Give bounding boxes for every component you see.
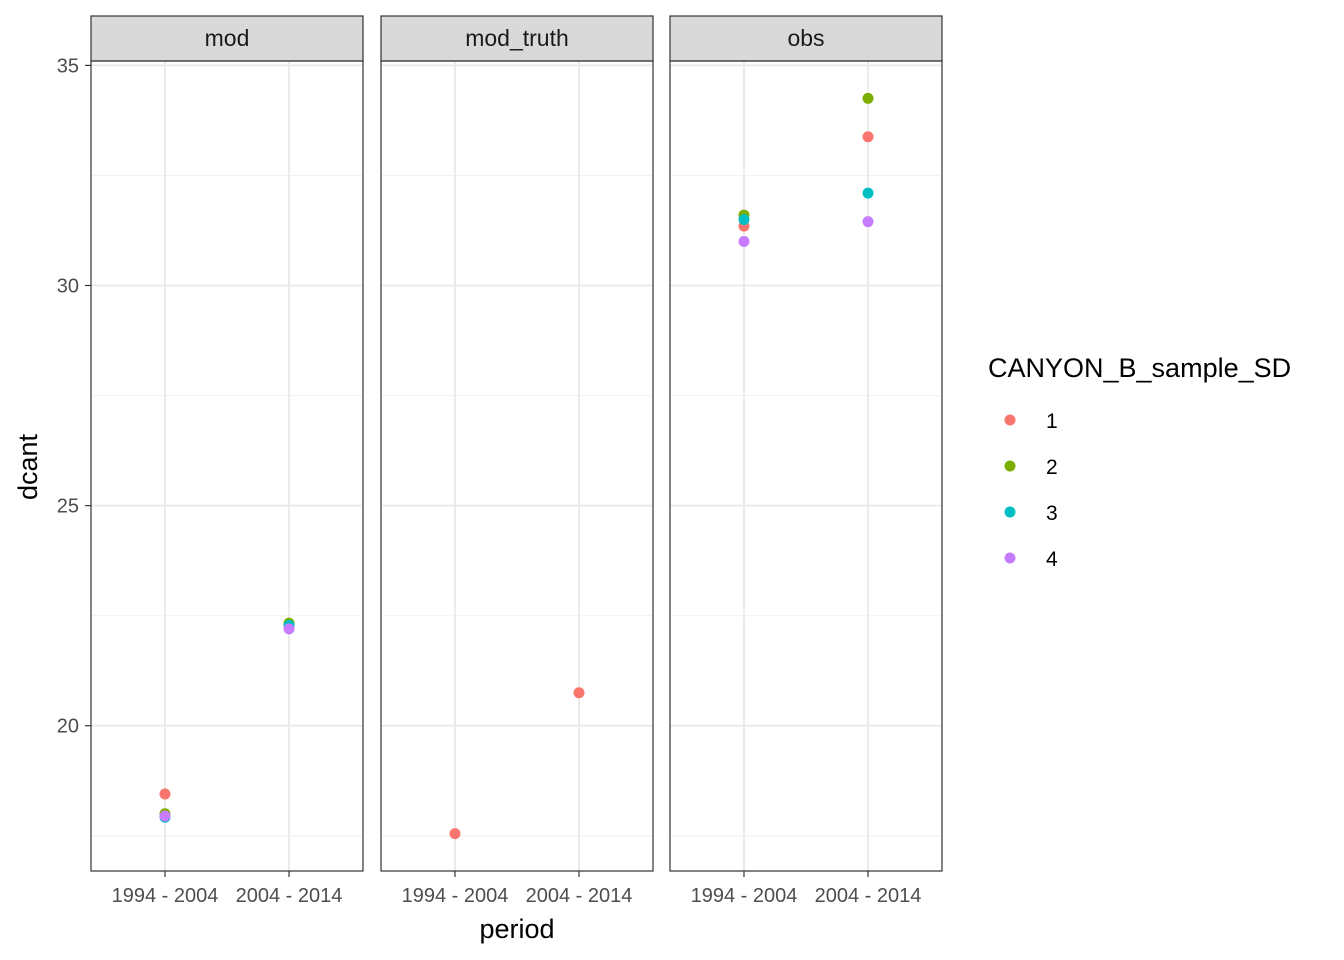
data-point-series-1	[573, 687, 585, 699]
panel-background	[91, 61, 363, 871]
x-tick-label: 1994 - 2004	[691, 885, 798, 907]
legend-label-2: 2	[1046, 456, 1058, 479]
y-axis-title: dcant	[13, 433, 43, 500]
legend-key-2	[1004, 460, 1016, 472]
facet-strip-label: mod	[205, 25, 250, 51]
x-axis-title: period	[479, 914, 554, 944]
legend-label-1: 1	[1046, 410, 1058, 433]
y-tick-label: 35	[57, 55, 79, 77]
y-tick-label: 25	[57, 496, 79, 518]
data-point-series-3	[862, 187, 874, 199]
legend-label-3: 3	[1046, 502, 1058, 525]
x-tick-label: 2004 - 2014	[526, 885, 633, 907]
legend: CANYON_B_sample_SD 1 2 3 4	[988, 353, 1291, 571]
y-tick-label: 30	[57, 276, 79, 298]
data-point-series-4	[159, 810, 171, 822]
panel-background	[381, 61, 653, 871]
data-point-series-1	[159, 788, 171, 800]
panel-border	[90, 60, 364, 872]
facet-strip	[90, 15, 364, 62]
legend-key-4	[1004, 552, 1016, 564]
facet-strip-label: mod_truth	[465, 25, 569, 51]
x-tick-label: 1994 - 2004	[402, 885, 509, 907]
x-tick-label: 1994 - 2004	[112, 885, 219, 907]
data-point-series-3	[738, 213, 750, 225]
facet-strip-label: obs	[787, 25, 824, 51]
data-point-series-1	[449, 828, 461, 840]
legend-key-3	[1004, 506, 1016, 518]
facet-strip	[669, 15, 943, 62]
data-point-series-4	[738, 235, 750, 247]
data-point-series-4	[862, 216, 874, 228]
data-point-series-1	[862, 131, 874, 143]
data-point-series-4	[283, 623, 295, 635]
panel-border	[380, 60, 654, 872]
y-axis: 20 25 30 35	[57, 55, 91, 738]
facet-panels: mod 1994 - 2004 2004 - 2014 mod_truth 1994 -…	[90, 15, 943, 907]
facet-strip	[380, 15, 654, 62]
data-point-series-2	[862, 92, 874, 104]
legend-label-4: 4	[1046, 548, 1058, 571]
facet-panel-obs: obs 1994 - 2004 2004 - 2014	[669, 15, 943, 907]
x-tick-label: 2004 - 2014	[815, 885, 922, 907]
panel-border	[669, 60, 943, 872]
legend-key-1	[1004, 414, 1016, 426]
x-tick-label: 2004 - 2014	[236, 885, 343, 907]
panel-background	[670, 61, 942, 871]
y-tick-label: 20	[57, 716, 79, 738]
facet-panel-mod: mod 1994 - 2004 2004 - 2014	[90, 15, 364, 907]
legend-title: CANYON_B_sample_SD	[988, 353, 1291, 383]
facet-panel-mod_truth: mod_truth 1994 - 2004 2004 - 2014	[380, 15, 654, 907]
